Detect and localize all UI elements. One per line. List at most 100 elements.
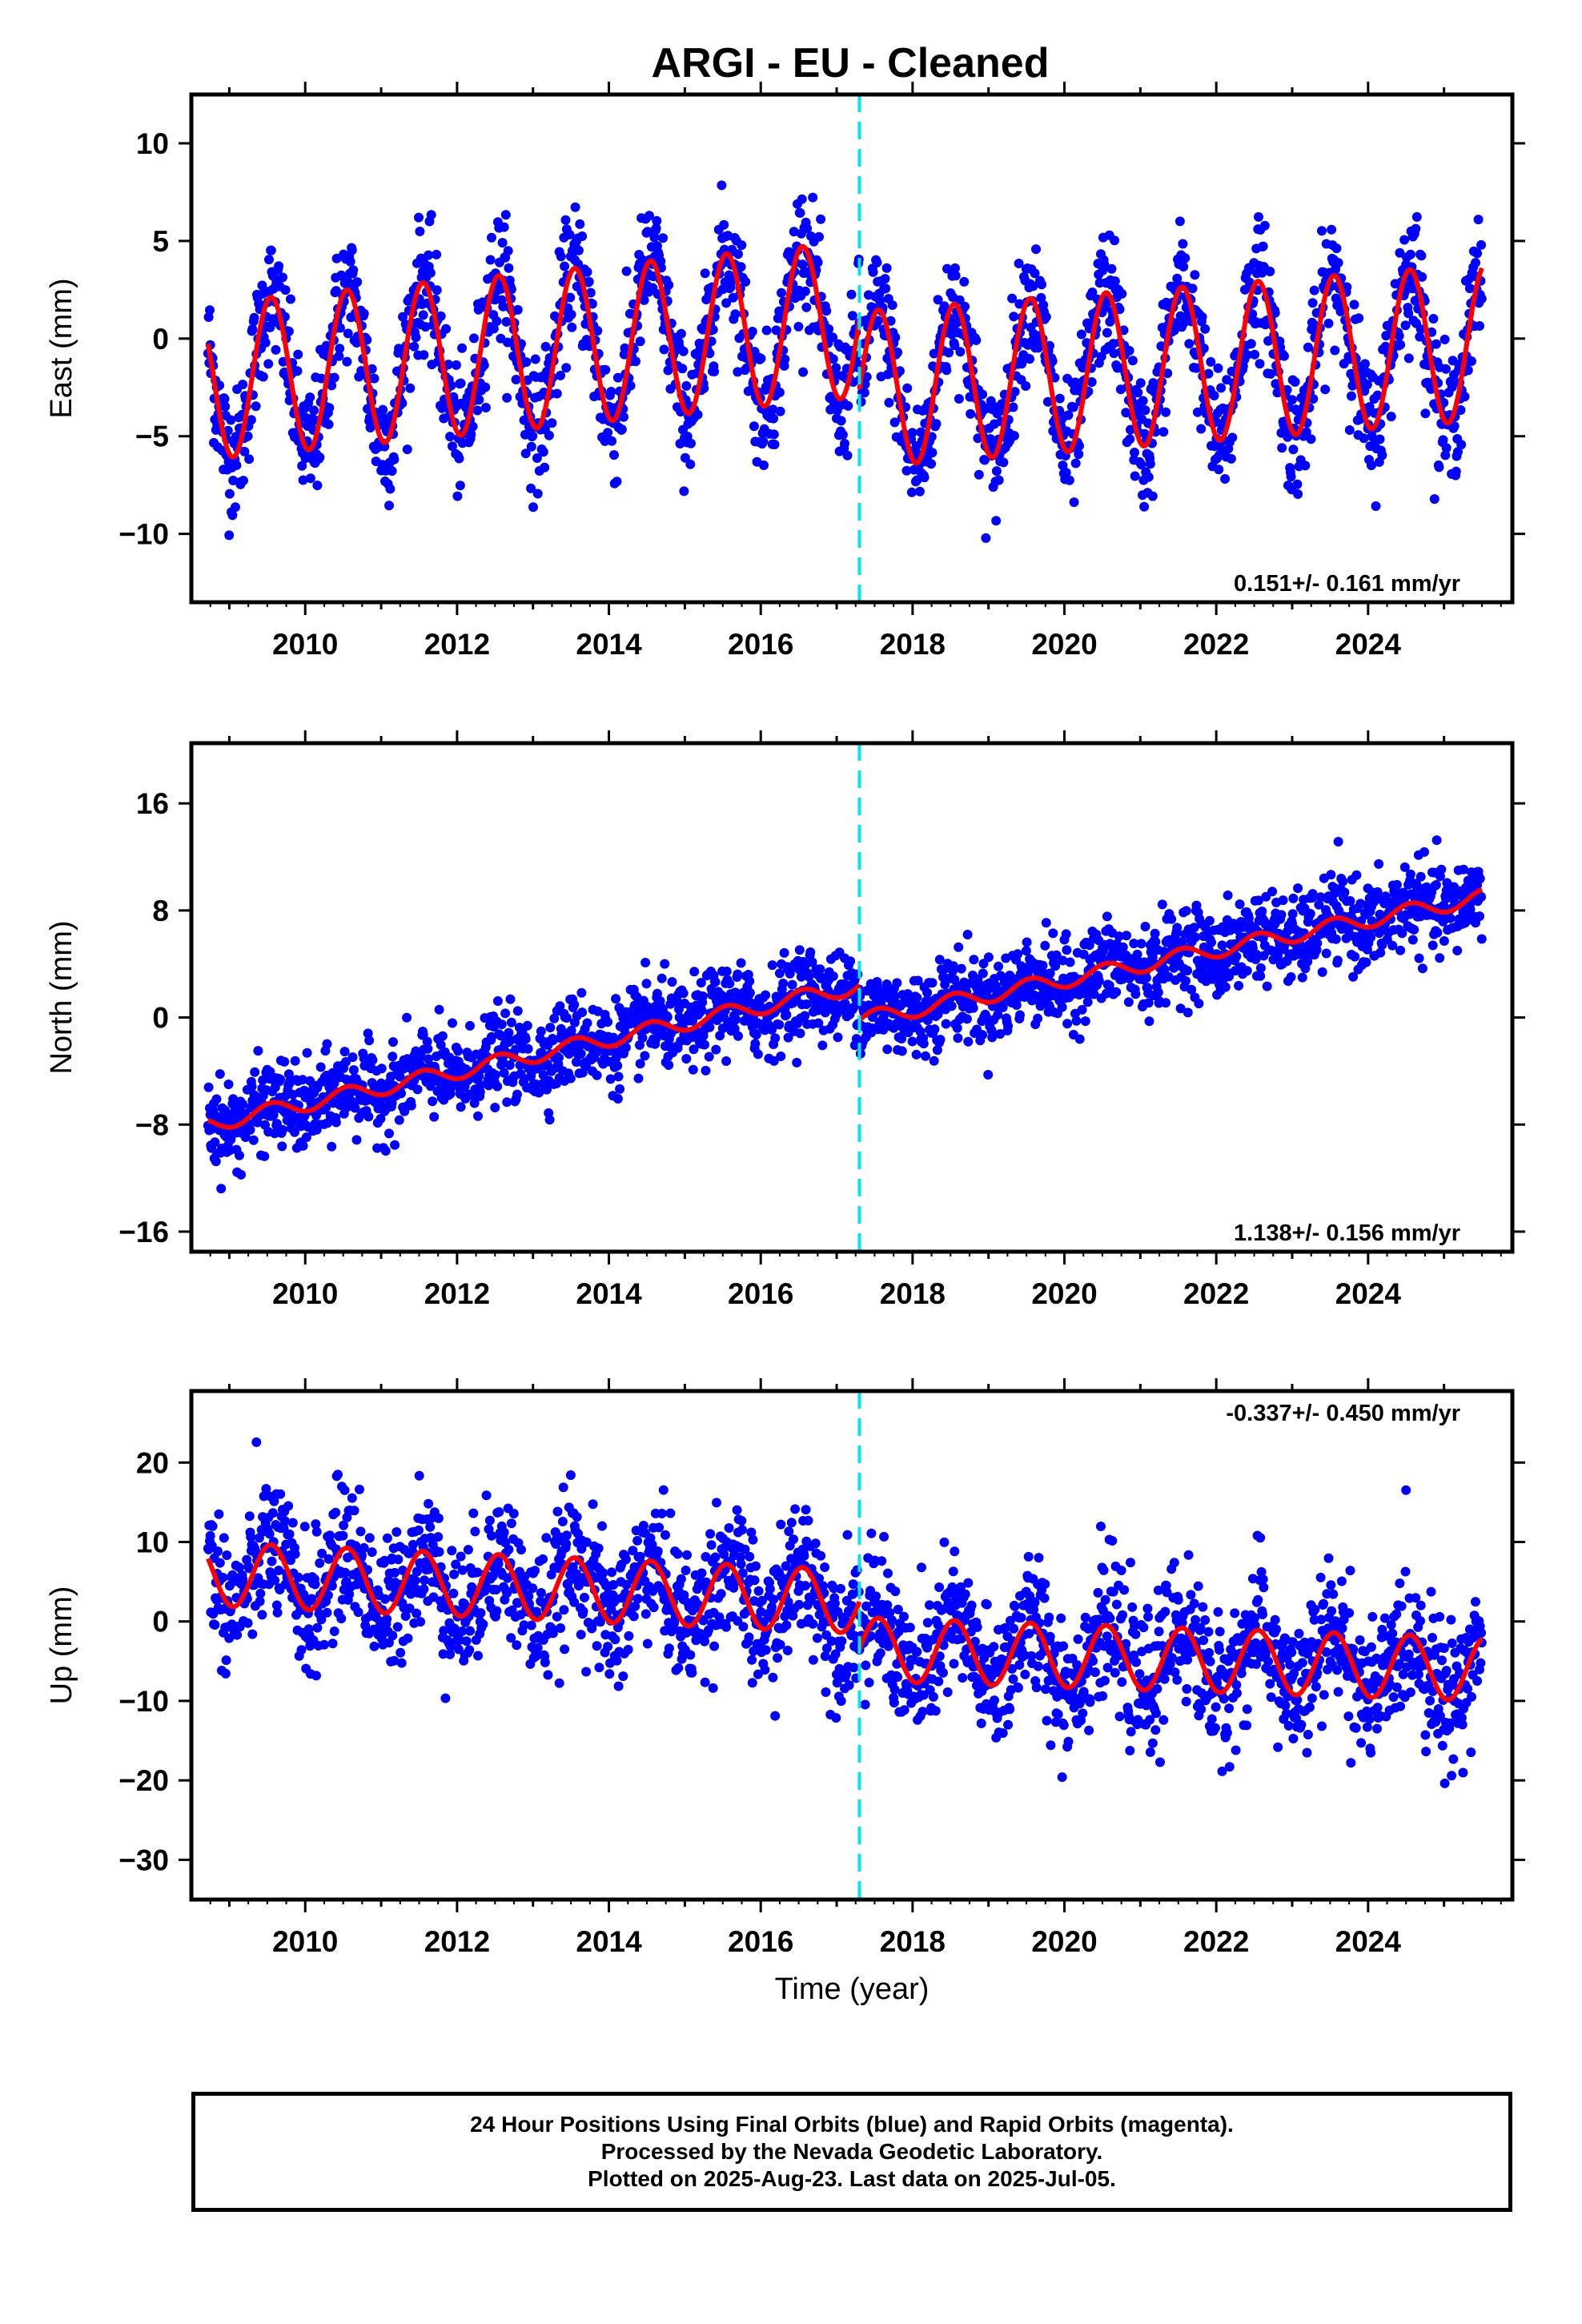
data-point xyxy=(922,1015,933,1025)
data-point xyxy=(569,999,580,1010)
data-point xyxy=(542,367,552,376)
data-point xyxy=(906,487,917,497)
data-point xyxy=(1292,479,1303,489)
data-point xyxy=(1070,458,1081,468)
data-point xyxy=(986,434,996,444)
data-point xyxy=(473,1111,483,1121)
data-point xyxy=(927,448,938,458)
data-point xyxy=(380,1146,391,1156)
data-point xyxy=(615,1084,625,1094)
data-point xyxy=(620,343,630,353)
data-point xyxy=(1130,471,1140,481)
data-point xyxy=(1266,368,1275,379)
data-point xyxy=(414,212,424,223)
data-point xyxy=(1416,251,1427,261)
x-tick-label: 2024 xyxy=(1335,628,1402,661)
plot-frame xyxy=(189,741,1515,1254)
data-point xyxy=(222,1550,232,1560)
data-point xyxy=(939,301,950,312)
data-point xyxy=(472,405,483,416)
data-point xyxy=(1125,434,1135,444)
data-point xyxy=(737,240,747,251)
data-point xyxy=(488,324,499,334)
data-point xyxy=(238,1100,248,1109)
y-axis-label: East (mm) xyxy=(45,278,78,418)
data-point xyxy=(341,1057,351,1067)
data-point xyxy=(1074,449,1084,460)
data-point xyxy=(456,1102,466,1112)
data-point xyxy=(532,453,542,463)
data-point xyxy=(1118,942,1128,952)
data-point xyxy=(711,1044,721,1055)
data-point xyxy=(783,1032,793,1043)
data-point xyxy=(532,489,543,499)
data-point xyxy=(512,304,523,315)
data-point xyxy=(1189,923,1199,933)
data-point xyxy=(1025,354,1035,364)
data-point xyxy=(255,1596,265,1606)
data-point xyxy=(1375,434,1385,444)
data-point xyxy=(271,1600,282,1610)
data-point xyxy=(576,987,587,998)
data-point xyxy=(1038,960,1048,971)
data-point xyxy=(369,373,379,384)
data-point xyxy=(526,483,536,493)
data-point xyxy=(1129,939,1139,949)
data-point xyxy=(845,956,856,967)
data-point xyxy=(721,1056,732,1066)
data-point xyxy=(420,322,431,332)
data-point xyxy=(1159,964,1170,975)
data-point xyxy=(283,1501,294,1511)
data-point xyxy=(544,1115,555,1125)
data-point xyxy=(676,328,686,339)
data-point xyxy=(520,1034,531,1044)
data-point xyxy=(994,475,1004,485)
data-point xyxy=(512,1089,522,1100)
data-point xyxy=(697,1005,707,1015)
data-point xyxy=(565,292,576,303)
data-point xyxy=(339,1520,349,1530)
data-point xyxy=(787,979,797,990)
data-point xyxy=(911,1049,921,1059)
data-point xyxy=(540,462,550,472)
data-point xyxy=(930,1024,940,1035)
data-point xyxy=(367,364,377,374)
data-point xyxy=(1476,892,1487,902)
data-point xyxy=(323,1590,333,1600)
data-point xyxy=(789,227,799,237)
data-point xyxy=(831,363,841,373)
data-point xyxy=(1439,334,1450,344)
data-point xyxy=(1106,263,1117,274)
data-point xyxy=(887,300,897,310)
data-point xyxy=(613,1072,624,1082)
data-point xyxy=(327,1638,338,1649)
data-point xyxy=(475,1087,485,1097)
data-point xyxy=(1391,879,1402,890)
y-tick-label: 16 xyxy=(136,787,169,820)
data-point xyxy=(542,1084,552,1095)
data-point xyxy=(797,194,807,204)
data-point xyxy=(468,421,478,432)
data-point xyxy=(1014,299,1025,309)
data-point xyxy=(275,1489,286,1499)
data-point xyxy=(1008,402,1018,412)
data-point xyxy=(1451,466,1461,476)
data-point xyxy=(756,353,766,364)
data-point xyxy=(741,276,751,287)
data-point xyxy=(749,421,759,432)
plot-area xyxy=(203,1437,1487,1788)
data-point xyxy=(733,1031,743,1041)
data-point xyxy=(309,405,319,416)
data-point xyxy=(868,267,878,277)
data-point xyxy=(296,1645,307,1655)
data-point xyxy=(817,1040,828,1051)
x-tick-label: 2010 xyxy=(272,1277,338,1310)
data-point xyxy=(456,378,466,388)
data-point xyxy=(1231,951,1242,962)
data-point xyxy=(405,383,416,393)
data-point xyxy=(406,1100,416,1111)
data-point xyxy=(1143,472,1154,482)
data-point xyxy=(293,349,303,360)
data-point xyxy=(325,1530,335,1541)
